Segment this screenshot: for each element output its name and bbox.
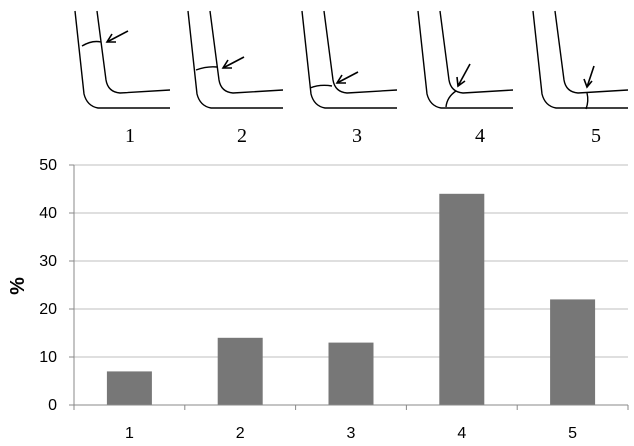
y-tick-label: 0 bbox=[48, 397, 57, 414]
diagram-label-4: 4 bbox=[475, 125, 485, 147]
x-tick-label: 1 bbox=[125, 425, 134, 442]
y-tick-label: 10 bbox=[39, 349, 57, 366]
bar-chart: 0 10 20 30 40 50 1 2 3 4 5 % bbox=[7, 157, 629, 442]
tick-labels: 0 10 20 30 40 50 1 2 3 4 5 bbox=[39, 157, 577, 442]
bar-2 bbox=[217, 337, 263, 405]
arrow-icon bbox=[105, 30, 129, 43]
bar-3 bbox=[328, 342, 374, 405]
y-tick-label: 50 bbox=[39, 157, 57, 174]
gridlines bbox=[74, 164, 628, 358]
arrow-icon bbox=[335, 71, 359, 84]
y-axis-title: % bbox=[7, 277, 29, 295]
y-tick-label: 30 bbox=[39, 253, 57, 270]
y-tick-label: 40 bbox=[39, 205, 57, 222]
arrow-icon bbox=[456, 63, 471, 88]
y-tick-label: 20 bbox=[39, 301, 57, 318]
x-tick-label: 2 bbox=[236, 425, 245, 442]
diagram-panel-5: 5 bbox=[532, 10, 629, 147]
x-tick-label: 3 bbox=[347, 425, 356, 442]
axes bbox=[69, 164, 629, 410]
diagram-panel-3: 3 bbox=[301, 10, 398, 147]
diagram-label-1: 1 bbox=[125, 125, 135, 147]
x-tick-label: 5 bbox=[568, 425, 577, 442]
bar-1 bbox=[106, 371, 152, 405]
arrow-icon bbox=[221, 56, 245, 69]
diagram-label-2: 2 bbox=[237, 125, 247, 147]
diagram-label-3: 3 bbox=[352, 125, 362, 147]
bar-5 bbox=[550, 299, 596, 405]
bar-4 bbox=[439, 193, 485, 405]
diagram-panel-4: 4 bbox=[417, 10, 514, 147]
arrow-icon bbox=[583, 65, 595, 89]
x-tick-label: 4 bbox=[457, 425, 466, 442]
diagram-panel-1: 1 bbox=[74, 10, 171, 147]
diagram-panel-2: 2 bbox=[187, 10, 284, 147]
diagram-label-5: 5 bbox=[591, 125, 601, 147]
bars bbox=[106, 193, 596, 405]
